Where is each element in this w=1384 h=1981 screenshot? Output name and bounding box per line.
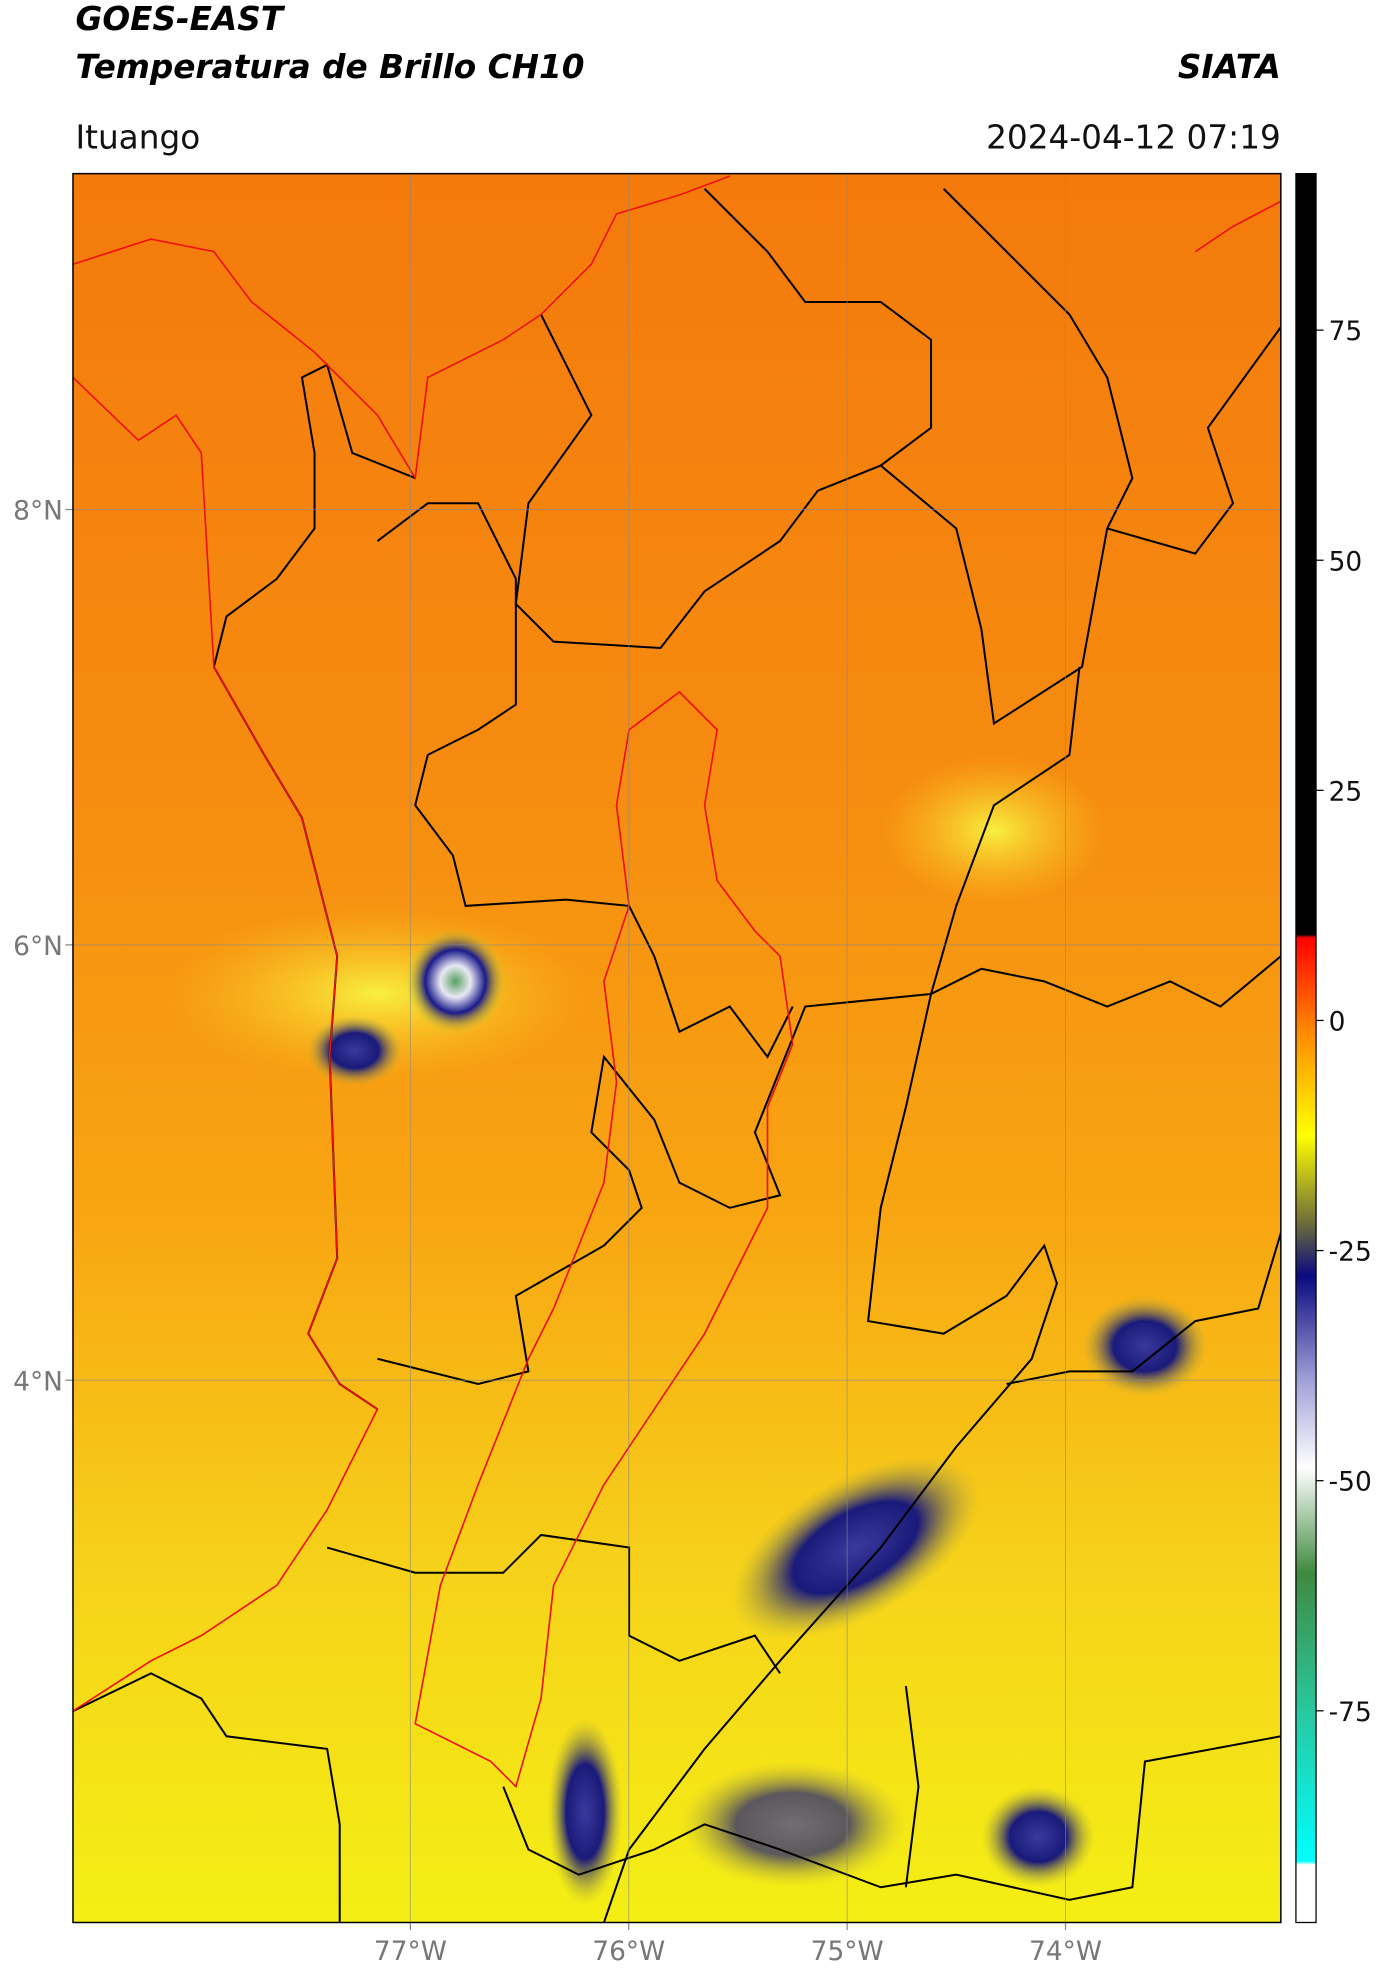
graticule <box>65 173 1281 1931</box>
brand: SIATA <box>1178 48 1281 86</box>
lat-tick-label: 8°N <box>13 496 63 527</box>
colorbar-tick-label: -50 <box>1329 1467 1372 1498</box>
colorbar-tick-label: -75 <box>1329 1697 1372 1728</box>
lon-tick-label: 74°W <box>1029 1936 1102 1967</box>
colorbar-tick-label: 50 <box>1329 546 1363 577</box>
colorbar-tick-label: 25 <box>1329 776 1363 807</box>
lat-tick-label: 4°N <box>13 1366 63 1397</box>
colorbar-tick-label: 0 <box>1329 1007 1346 1038</box>
location: Ituango <box>75 118 200 156</box>
title-line: Temperatura de Brillo CH10 <box>75 48 584 86</box>
lon-tick-label: 76°W <box>592 1936 665 1967</box>
lon-tick-label: 75°W <box>811 1936 884 1967</box>
map-frame <box>72 172 1282 1924</box>
map-image <box>72 173 1281 1923</box>
title-line: GOES-EAST <box>75 0 285 38</box>
colorbar-tick-label: -25 <box>1329 1237 1372 1268</box>
colorbar-tick-label: 75 <box>1329 316 1363 347</box>
colorbar <box>1295 172 1317 1924</box>
lon-tick-label: 77°W <box>374 1936 447 1967</box>
datetime: 2024-04-12 07:19 <box>986 118 1281 156</box>
lat-tick-label: 6°N <box>13 931 63 962</box>
